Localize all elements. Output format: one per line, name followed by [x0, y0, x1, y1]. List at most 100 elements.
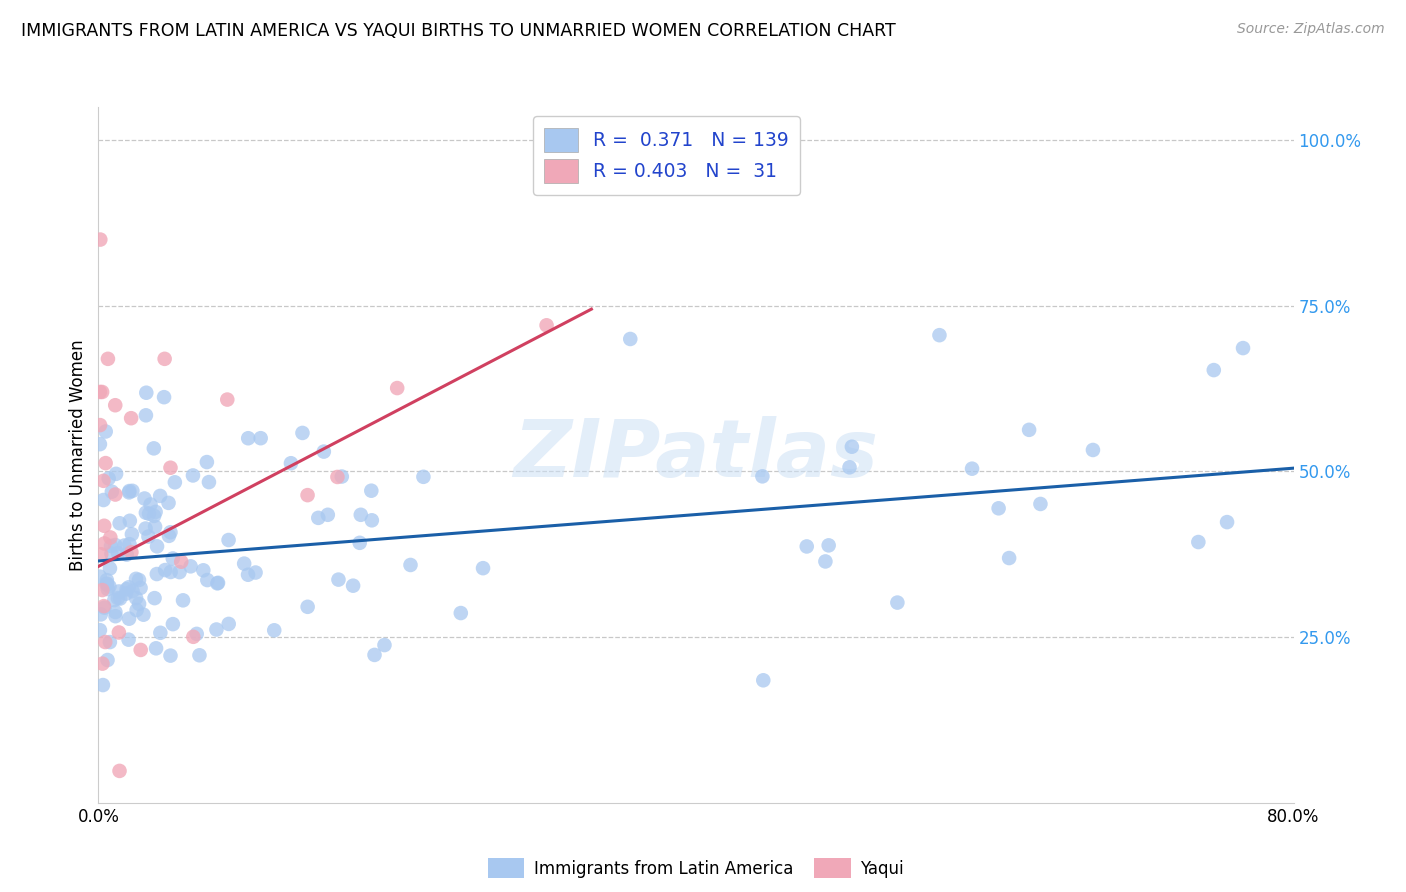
- Point: [135, 522, 157, 536]
- Point: [143, 591, 166, 606]
- Point: [132, 607, 155, 622]
- Point: [120, 545, 142, 559]
- Point: [751, 469, 773, 483]
- Point: [249, 431, 271, 445]
- Point: [145, 641, 167, 656]
- Point: [108, 591, 131, 606]
- Point: [280, 456, 302, 470]
- Point: [98, 580, 121, 594]
- Point: [128, 573, 150, 587]
- Point: [89, 569, 111, 583]
- Point: [218, 533, 240, 547]
- Point: [108, 764, 131, 778]
- Point: [207, 576, 229, 591]
- Point: [93, 493, 115, 508]
- Point: [104, 605, 127, 619]
- Point: [118, 514, 141, 528]
- Point: [153, 563, 176, 577]
- Point: [96, 573, 118, 587]
- Point: [157, 496, 180, 510]
- Point: [217, 392, 239, 407]
- Point: [1081, 442, 1104, 457]
- Point: [94, 456, 117, 470]
- Point: [987, 501, 1010, 516]
- Point: [163, 475, 186, 490]
- Point: [115, 586, 138, 600]
- Point: [238, 431, 260, 445]
- Point: [93, 599, 115, 614]
- Point: [108, 584, 131, 599]
- Point: [619, 332, 641, 346]
- Point: [841, 440, 863, 454]
- Point: [205, 623, 228, 637]
- Point: [159, 648, 181, 663]
- Point: [90, 607, 112, 622]
- Point: [93, 600, 115, 615]
- Point: [145, 505, 167, 519]
- Point: [886, 596, 908, 610]
- Point: [93, 536, 115, 550]
- Text: ZIPatlas: ZIPatlas: [513, 416, 879, 494]
- Point: [115, 548, 138, 562]
- Point: [118, 580, 141, 594]
- Y-axis label: Births to Unmarried Women: Births to Unmarried Women: [69, 339, 87, 571]
- Point: [115, 582, 138, 597]
- Point: [89, 418, 111, 433]
- Point: [143, 508, 166, 523]
- Point: [107, 546, 129, 560]
- Point: [100, 547, 122, 561]
- Point: [104, 487, 127, 501]
- Point: [91, 583, 114, 598]
- Point: [142, 442, 165, 456]
- Point: [97, 471, 120, 485]
- Text: Source: ZipAtlas.com: Source: ZipAtlas.com: [1237, 22, 1385, 37]
- Point: [105, 467, 128, 481]
- Point: [817, 538, 839, 552]
- Point: [93, 518, 115, 533]
- Point: [125, 591, 148, 605]
- Legend: Immigrants from Latin America, Yaqui: Immigrants from Latin America, Yaqui: [481, 851, 911, 885]
- Point: [153, 390, 176, 404]
- Point: [412, 470, 434, 484]
- Point: [94, 635, 117, 649]
- Point: [104, 398, 127, 412]
- Point: [89, 437, 111, 451]
- Point: [373, 638, 395, 652]
- Point: [149, 489, 172, 503]
- Point: [752, 673, 775, 688]
- Point: [207, 575, 229, 590]
- Point: [1018, 423, 1040, 437]
- Point: [129, 643, 152, 657]
- Point: [117, 632, 139, 647]
- Point: [134, 491, 156, 506]
- Point: [118, 485, 141, 500]
- Point: [118, 537, 141, 551]
- Point: [120, 411, 142, 425]
- Point: [112, 539, 135, 553]
- Point: [101, 484, 124, 499]
- Point: [146, 539, 169, 553]
- Point: [96, 653, 118, 667]
- Point: [385, 381, 409, 395]
- Point: [195, 455, 218, 469]
- Point: [89, 233, 111, 247]
- Point: [796, 540, 818, 554]
- Point: [236, 567, 259, 582]
- Point: [91, 678, 114, 692]
- Point: [170, 555, 193, 569]
- Point: [149, 625, 172, 640]
- Point: [159, 565, 181, 579]
- Point: [330, 469, 353, 483]
- Point: [814, 554, 837, 568]
- Point: [1187, 535, 1209, 549]
- Point: [1216, 515, 1239, 529]
- Point: [198, 475, 221, 489]
- Point: [180, 559, 202, 574]
- Point: [245, 566, 267, 580]
- Point: [159, 460, 181, 475]
- Point: [172, 593, 194, 607]
- Point: [128, 597, 150, 611]
- Point: [181, 630, 204, 644]
- Point: [97, 582, 120, 596]
- Point: [98, 531, 121, 545]
